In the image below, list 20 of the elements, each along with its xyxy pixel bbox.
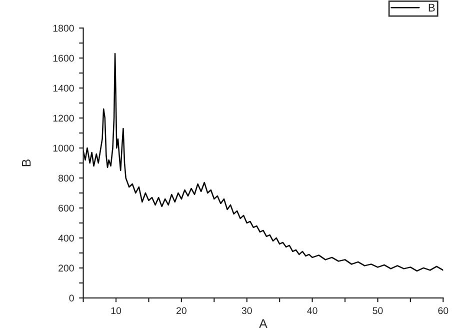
x-tick-label: 10 [111,307,122,314]
x-tick-label: 50 [372,307,383,314]
y-axis-title: B [22,159,31,166]
y-tick-label: 0 [69,294,74,302]
y-tick-label: 1000 [53,144,74,152]
x-tick-label: 60 [438,307,448,314]
x-tick-label: 20 [176,307,186,314]
x-axis-title: A [259,319,268,328]
x-tick-label: 40 [307,307,318,314]
y-tick-label: 800 [58,174,74,182]
y-tick-label: 400 [58,234,74,242]
y-tick-label: 1400 [53,84,74,92]
y-tick-label: 600 [58,204,74,212]
x-tick-label: 30 [242,307,252,314]
legend-label: B [428,4,435,12]
y-tick-label: 1800 [53,24,74,32]
y-tick-label: 1200 [53,114,74,122]
line-series [83,52,444,272]
y-tick-label: 1600 [53,54,74,62]
y-tick-label: 200 [58,264,74,272]
